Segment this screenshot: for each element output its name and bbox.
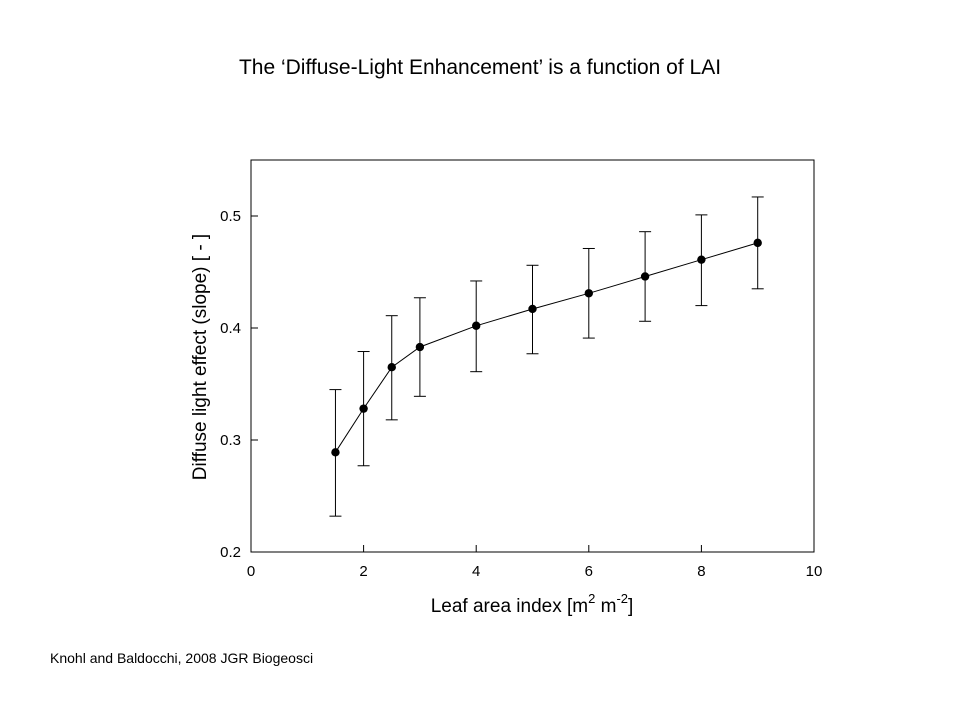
data-point	[697, 255, 706, 264]
data-point	[528, 304, 537, 314]
data-point	[472, 321, 481, 330]
x-tick-label: 10	[806, 563, 823, 580]
y-tick-label: 0.3	[220, 432, 241, 449]
x-tick-label: 4	[472, 563, 480, 580]
x-tick-label: 8	[697, 563, 705, 580]
x-tick-label: 6	[585, 563, 593, 580]
y-axis: 0.2 0.3 0.4 0.5	[220, 208, 258, 561]
y-tick-label: 0.2	[220, 544, 241, 561]
y-tick-label: 0.5	[220, 208, 241, 225]
data-point	[753, 238, 762, 248]
x-tick-label: 0	[247, 563, 255, 580]
x-tick-label: 2	[359, 563, 367, 580]
plot-frame	[250, 159, 815, 553]
data-point	[387, 363, 396, 372]
citation: Knohl and Baldocchi, 2008 JGR Biogeosci	[50, 650, 314, 666]
error-bars	[329, 196, 764, 517]
y-tick-label: 0.4	[220, 320, 241, 337]
x-axis: 0 2 4 6 8 10	[247, 545, 823, 580]
y-axis-label: Diffuse light effect (slope) [ - ]	[190, 234, 211, 480]
data-point	[331, 448, 340, 457]
data-point	[640, 272, 650, 281]
data-point	[584, 289, 593, 298]
x-axis-label: Leaf area index [m2 m-2]	[431, 591, 634, 617]
data-point	[359, 404, 368, 413]
data-points	[331, 238, 762, 457]
series-line	[334, 242, 758, 453]
data-point	[415, 342, 425, 352]
slide-title: The ‘Diffuse-Light Enhancement’ is a fun…	[238, 56, 722, 79]
